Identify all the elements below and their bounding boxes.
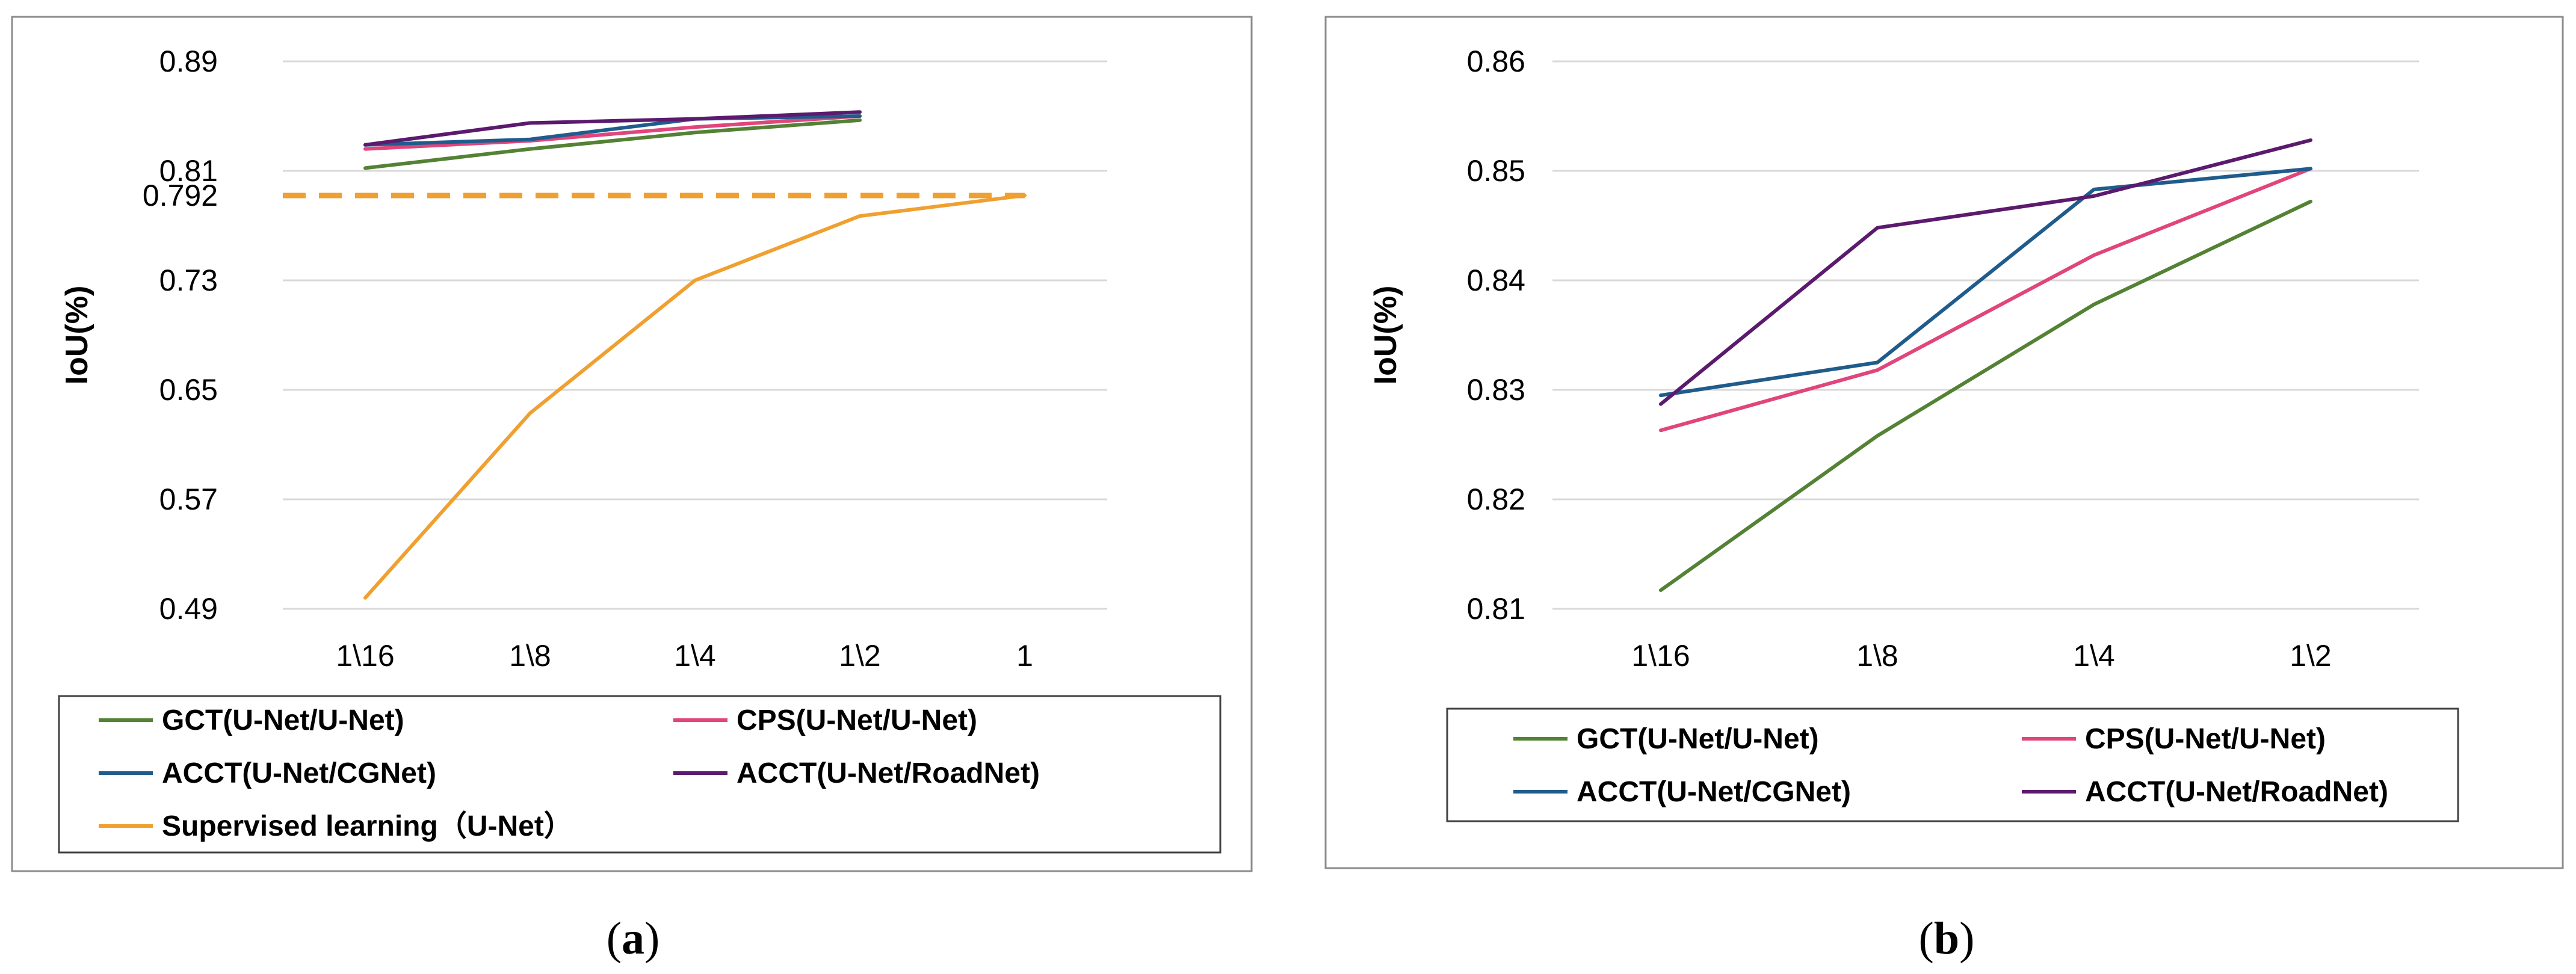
x-tick-label: 1\4 bbox=[2073, 639, 2115, 673]
legend-label: GCT(U-Net/U-Net) bbox=[162, 704, 404, 736]
legend-label: ACCT(U-Net/CGNet) bbox=[162, 757, 436, 789]
legend-box bbox=[58, 695, 1222, 854]
x-tick-label: 1\2 bbox=[2290, 639, 2332, 673]
y-tick-label: 0.57 bbox=[159, 482, 218, 516]
x-tick-label: 1\2 bbox=[839, 639, 881, 673]
series-line bbox=[1659, 167, 2312, 433]
x-tick-label: 1 bbox=[1016, 639, 1033, 673]
x-tick-label: 1\16 bbox=[1631, 639, 1690, 673]
y-tick-label: 0.73 bbox=[159, 264, 218, 297]
panel-a: 0.89 0.81 0.73 0.65 0.57 0.49 0.792 IoU(%) 1\16 1… bbox=[58, 45, 1222, 854]
y-tick-label: 0.89 bbox=[159, 45, 218, 78]
y-tick-label: 0.81 bbox=[1467, 592, 1525, 626]
series-line bbox=[363, 114, 862, 147]
panel-b: 0.86 0.85 0.84 0.83 0.82 0.81 IoU(%) 1\16 1\8 1\4… bbox=[1368, 45, 2459, 822]
legend-label: ACCT(U-Net/RoadNet) bbox=[737, 757, 1040, 789]
y-tick-label: 0.86 bbox=[1467, 45, 1525, 78]
y-tick-label-reference: 0.792 bbox=[143, 179, 218, 212]
x-tick-label: 1\8 bbox=[509, 639, 551, 673]
legend-label: CPS(U-Net/U-Net) bbox=[2085, 723, 2326, 755]
legend-label: ACCT(U-Net/CGNet) bbox=[1577, 776, 1851, 808]
caption-b: (b) bbox=[1919, 913, 1975, 964]
series-line bbox=[363, 114, 862, 151]
legend-label: Supervised learning（U-Net） bbox=[162, 810, 573, 842]
y-tick-label: 0.83 bbox=[1467, 373, 1525, 407]
legend-label: CPS(U-Net/U-Net) bbox=[737, 704, 977, 736]
y-tick-label: 0.49 bbox=[159, 592, 218, 626]
series-line bbox=[363, 118, 862, 170]
series-line bbox=[1659, 138, 2312, 406]
series-line bbox=[1659, 200, 2312, 593]
y-axis-label: IoU(%) bbox=[1368, 286, 1403, 385]
legend-label: ACCT(U-Net/RoadNet) bbox=[2085, 776, 2388, 808]
x-tick-label: 1\16 bbox=[336, 639, 394, 673]
legend-label: GCT(U-Net/U-Net) bbox=[1577, 723, 1819, 755]
y-tick-label: 0.85 bbox=[1467, 154, 1525, 188]
x-tick-label: 1\4 bbox=[674, 639, 716, 673]
y-tick-label: 0.84 bbox=[1467, 264, 1525, 297]
series-line bbox=[1659, 167, 2312, 398]
x-tick-label: 1\8 bbox=[1856, 639, 1898, 673]
y-tick-label: 0.82 bbox=[1467, 482, 1525, 516]
y-axis-label: IoU(%) bbox=[60, 286, 94, 385]
y-tick-label: 0.65 bbox=[159, 373, 218, 407]
y-tick-label: 0.81 bbox=[159, 154, 218, 188]
series-line bbox=[363, 110, 862, 147]
legend-box bbox=[1446, 707, 2459, 822]
caption-a: (a) bbox=[607, 913, 660, 964]
